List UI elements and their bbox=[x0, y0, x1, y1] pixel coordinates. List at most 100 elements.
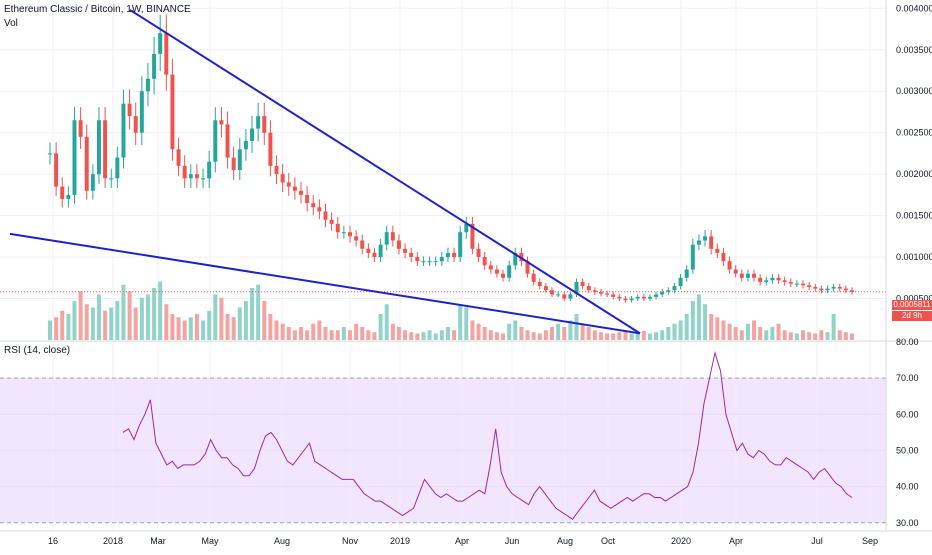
volume-bar bbox=[231, 317, 236, 340]
volume-bar bbox=[501, 333, 506, 340]
candle-body bbox=[90, 174, 95, 191]
volume-bar bbox=[623, 330, 628, 340]
volume-bar bbox=[164, 304, 169, 340]
volume-bar bbox=[237, 307, 242, 340]
volume-bar bbox=[776, 323, 781, 340]
candle-body bbox=[207, 161, 212, 179]
volume-bar bbox=[794, 333, 799, 340]
symbol-title[interactable]: Ethereum Classic / Bitcoin, 1W, BINANCE bbox=[4, 4, 191, 15]
candle-body bbox=[641, 296, 646, 299]
volume-bar bbox=[366, 330, 371, 340]
volume-bar bbox=[66, 314, 71, 340]
rsi-layer bbox=[0, 350, 886, 524]
candle-body bbox=[341, 232, 346, 234]
time-tick-label: May bbox=[201, 536, 219, 546]
volume-bar bbox=[678, 320, 683, 340]
candle-body bbox=[629, 298, 634, 301]
volume-bar bbox=[690, 301, 695, 340]
candle-body bbox=[317, 207, 322, 212]
candle-body bbox=[421, 261, 426, 263]
candle-body bbox=[813, 286, 818, 289]
volume-bar bbox=[127, 291, 132, 340]
candle-body bbox=[188, 174, 193, 179]
candle-body bbox=[268, 132, 273, 166]
volume-bar bbox=[268, 314, 273, 340]
candle-body bbox=[825, 288, 830, 291]
candle-body bbox=[305, 194, 310, 204]
candle-body bbox=[176, 149, 181, 166]
volume-label[interactable]: Vol bbox=[4, 18, 18, 29]
candle-body bbox=[396, 240, 401, 249]
volume-bar bbox=[813, 333, 818, 340]
volume-bar bbox=[72, 301, 77, 340]
candle-body bbox=[378, 244, 383, 258]
volume-bar bbox=[54, 317, 59, 340]
candle-body bbox=[139, 91, 144, 133]
candle-body bbox=[647, 296, 652, 299]
volume-bar bbox=[715, 317, 720, 340]
candle-body bbox=[366, 248, 371, 253]
volume-bar bbox=[427, 330, 432, 340]
volume-bar bbox=[96, 294, 101, 340]
volume-bar bbox=[115, 301, 120, 340]
volume-bar bbox=[439, 330, 444, 340]
volume-bar bbox=[354, 323, 359, 340]
candle-body bbox=[843, 288, 848, 291]
volume-bar bbox=[654, 332, 659, 340]
volume-bar bbox=[611, 333, 616, 340]
candle-body bbox=[666, 290, 671, 292]
volume-bar bbox=[323, 327, 328, 340]
volume-bar bbox=[519, 327, 524, 340]
candle-body bbox=[103, 120, 108, 179]
volume-bar bbox=[574, 314, 579, 340]
time-tick-label: Nov bbox=[342, 536, 359, 546]
trendline-layer bbox=[0, 9, 886, 335]
volume-bar bbox=[568, 320, 573, 340]
candle-body bbox=[660, 291, 665, 295]
candle-body bbox=[372, 252, 377, 258]
volume-bar bbox=[201, 320, 206, 340]
volume-bar bbox=[605, 333, 610, 340]
volume-bar bbox=[752, 320, 757, 340]
volume-bar bbox=[390, 323, 395, 340]
volume-bar bbox=[843, 332, 848, 340]
candle-body bbox=[807, 285, 812, 287]
rsi-label[interactable]: RSI (14, close) bbox=[4, 345, 71, 356]
volume-bar bbox=[592, 330, 597, 340]
candle-body bbox=[531, 273, 536, 282]
volume-bar bbox=[684, 314, 689, 340]
candle-body bbox=[311, 203, 316, 208]
volume-bar bbox=[721, 320, 726, 340]
volume-bar bbox=[109, 307, 114, 340]
candle-body bbox=[231, 157, 236, 170]
volume-bar bbox=[194, 314, 199, 340]
volume-bar bbox=[280, 323, 285, 340]
volume-bar bbox=[543, 330, 548, 340]
grid-layer bbox=[0, 0, 886, 530]
volume-bar bbox=[292, 330, 297, 340]
candle-body bbox=[54, 153, 59, 187]
candle-body bbox=[48, 153, 52, 155]
volume-bar bbox=[158, 281, 163, 340]
time-tick-label: Jul bbox=[811, 536, 823, 546]
volume-bar bbox=[90, 307, 95, 340]
candle-body bbox=[586, 286, 591, 291]
candle-body bbox=[323, 211, 328, 220]
time-tick-label: Aug bbox=[557, 536, 573, 546]
candle-body bbox=[250, 128, 255, 141]
candle-body bbox=[678, 277, 683, 287]
volume-bar bbox=[758, 327, 763, 340]
candle-body bbox=[850, 290, 854, 292]
time-tick-label: Apr bbox=[455, 536, 469, 546]
candle-body bbox=[494, 269, 499, 274]
candle-body bbox=[127, 103, 132, 117]
volume-bar bbox=[727, 323, 732, 340]
volume-bar bbox=[335, 330, 340, 340]
candle-body bbox=[611, 294, 616, 297]
candle-body bbox=[121, 103, 126, 158]
candle-body bbox=[684, 269, 689, 278]
price-axis-label: 0.0005000 bbox=[896, 294, 932, 304]
volume-bar bbox=[409, 332, 414, 340]
